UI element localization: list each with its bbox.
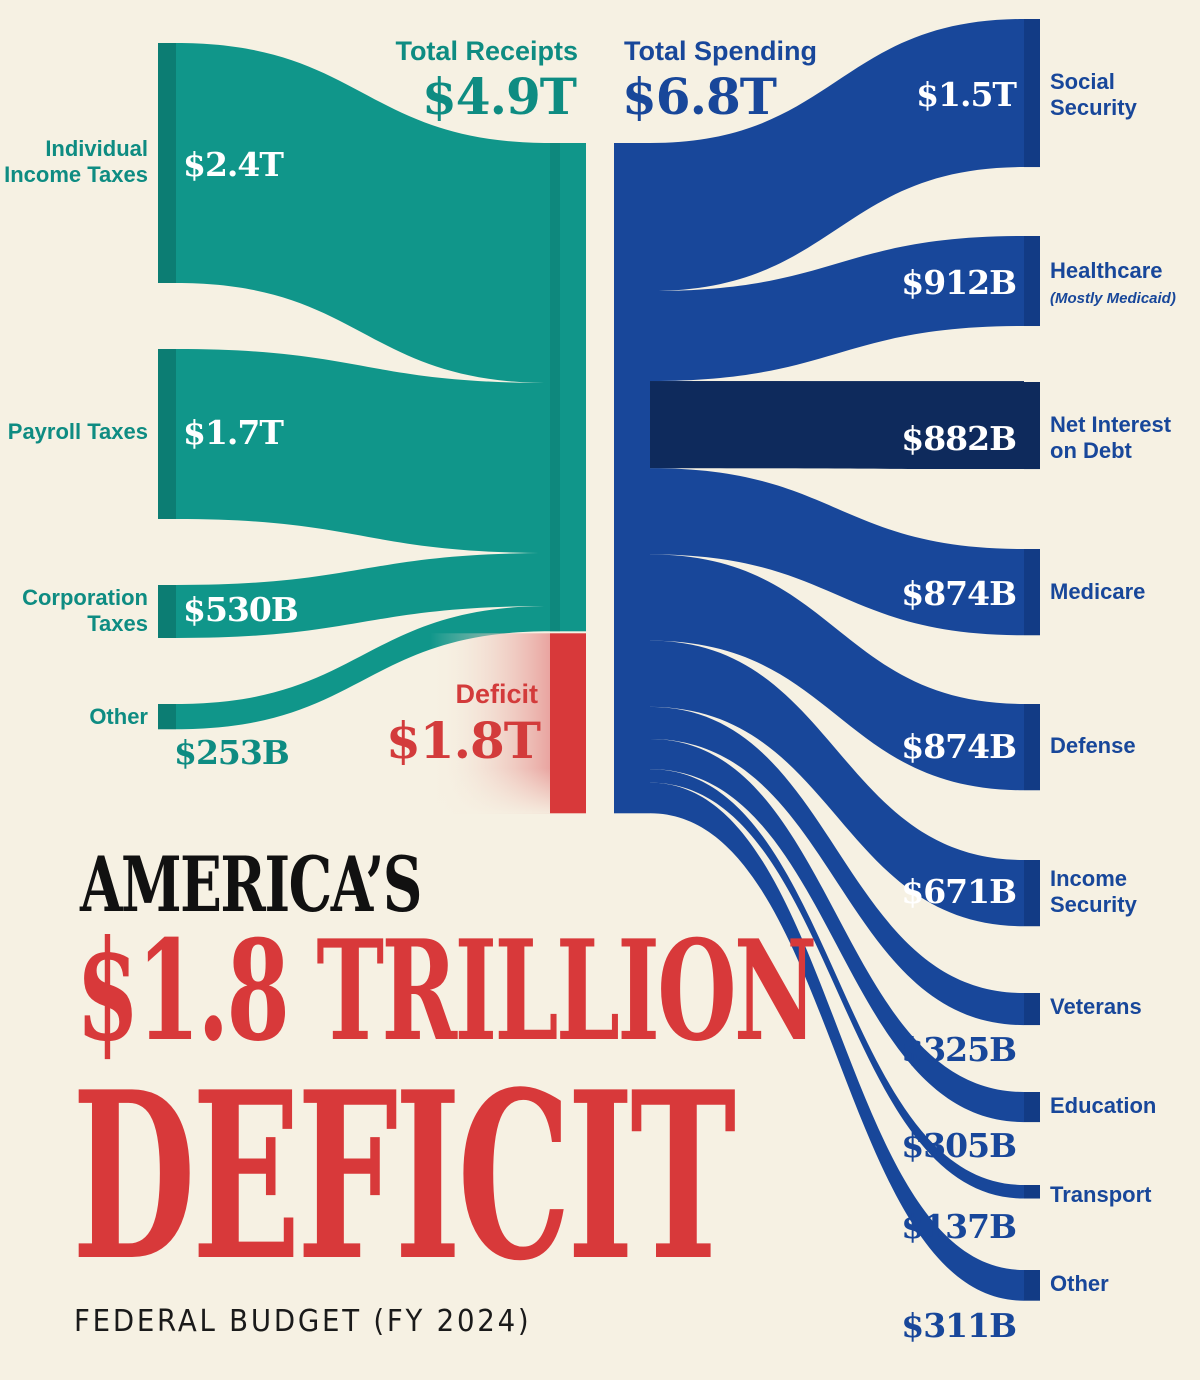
spending-value: $325B xyxy=(901,1030,1016,1069)
spending-destination-bar xyxy=(1024,1185,1040,1199)
receipt-label: Taxes xyxy=(87,611,148,636)
spending-value: $137B xyxy=(901,1207,1016,1246)
receipt-flow xyxy=(176,43,550,383)
deficit-gradient-fade xyxy=(430,633,550,814)
receipt-label: Payroll Taxes xyxy=(8,419,148,444)
chart-subtitle: FEDERAL BUDGET (FY 2024) xyxy=(74,1304,532,1339)
receipt-source-bar xyxy=(158,704,176,730)
spending-value: $671B xyxy=(901,872,1016,911)
title-line-1: AMERICA’S xyxy=(80,840,422,929)
total-spending-label: Total Spending xyxy=(624,36,817,66)
receipt-label: Corporation xyxy=(22,585,148,610)
spending-label: Transport xyxy=(1050,1182,1152,1207)
receipt-label: Other xyxy=(89,704,148,729)
interest-band xyxy=(650,381,1024,469)
receipts-total-bar-shade xyxy=(550,143,560,632)
spending-destination-bar xyxy=(1024,19,1040,168)
total-receipts-value: $4.9T xyxy=(422,67,577,126)
receipt-value: $1.7T xyxy=(183,413,284,452)
spending-value: $912B xyxy=(901,263,1016,302)
spending-destination-bar xyxy=(1024,236,1040,327)
spending-flow xyxy=(650,19,1024,292)
spending-flow xyxy=(650,782,1024,1301)
receipt-label: Income Taxes xyxy=(4,162,148,187)
spending-destination-bar xyxy=(1024,860,1040,927)
spending-value: $311B xyxy=(901,1306,1016,1345)
spending-flows xyxy=(650,19,1024,1301)
spending-flow xyxy=(650,640,1024,927)
spending-destination-bar xyxy=(1024,1270,1040,1301)
spending-value: $874B xyxy=(901,727,1016,766)
spending-label: Net Interest xyxy=(1050,412,1172,437)
receipt-flow xyxy=(176,349,550,553)
receipt-value: $253B xyxy=(174,733,289,772)
total-receipts-label: Total Receipts xyxy=(395,36,578,66)
spending-label: Medicare xyxy=(1050,579,1145,604)
receipt-source-bar xyxy=(158,585,176,638)
spending-flow xyxy=(650,468,1024,636)
deficit-value: $1.8T xyxy=(386,711,541,770)
spending-destination-bar xyxy=(1024,1092,1040,1123)
receipt-label: Individual xyxy=(45,136,148,161)
receipt-source-bar xyxy=(158,43,176,283)
spending-label: Education xyxy=(1050,1093,1156,1118)
spending-flow xyxy=(650,769,1024,1199)
spending-label: Healthcare xyxy=(1050,258,1163,283)
spending-label: Defense xyxy=(1050,733,1136,758)
sankey-labels: Total Receipts$4.9T Total Spending$6.8T De… xyxy=(4,36,1176,1345)
spending-flow xyxy=(650,706,1024,1026)
spending-label: on Debt xyxy=(1050,438,1133,463)
sankey-nodes xyxy=(158,19,1040,1301)
receipt-source-bar xyxy=(158,349,176,519)
spending-label: Other xyxy=(1050,1271,1109,1296)
deficit-label: Deficit xyxy=(455,679,538,709)
total-spending-value: $6.8T xyxy=(622,67,777,126)
spending-label: Social xyxy=(1050,69,1115,94)
spending-flow xyxy=(650,554,1024,791)
spending-value: $882B xyxy=(901,419,1016,458)
title-line-2: $1.8 TRILLION xyxy=(76,909,817,1072)
receipt-flow xyxy=(176,553,550,638)
spending-destination-bar xyxy=(1024,704,1040,791)
title-line-3: DEFICIT xyxy=(72,1042,736,1312)
receipt-value: $2.4T xyxy=(183,145,284,184)
spending-flow xyxy=(650,236,1024,382)
spending-value: $1.5T xyxy=(916,75,1017,114)
spending-value: $874B xyxy=(901,574,1016,613)
spending-value: $305B xyxy=(901,1126,1016,1165)
deficit-bar xyxy=(550,633,586,814)
spending-label: Security xyxy=(1050,95,1138,120)
spending-label: Veterans xyxy=(1050,994,1142,1019)
spending-total-bar xyxy=(614,143,650,814)
spending-flow xyxy=(650,738,1024,1123)
spending-destination-bar xyxy=(1024,549,1040,636)
receipt-value: $530B xyxy=(183,590,298,629)
spending-label: Security xyxy=(1050,892,1138,917)
spending-destination-bar xyxy=(1024,382,1040,470)
spending-note: (Mostly Medicaid) xyxy=(1050,290,1176,307)
spending-label: Income xyxy=(1050,866,1127,891)
spending-destination-bar xyxy=(1024,993,1040,1026)
